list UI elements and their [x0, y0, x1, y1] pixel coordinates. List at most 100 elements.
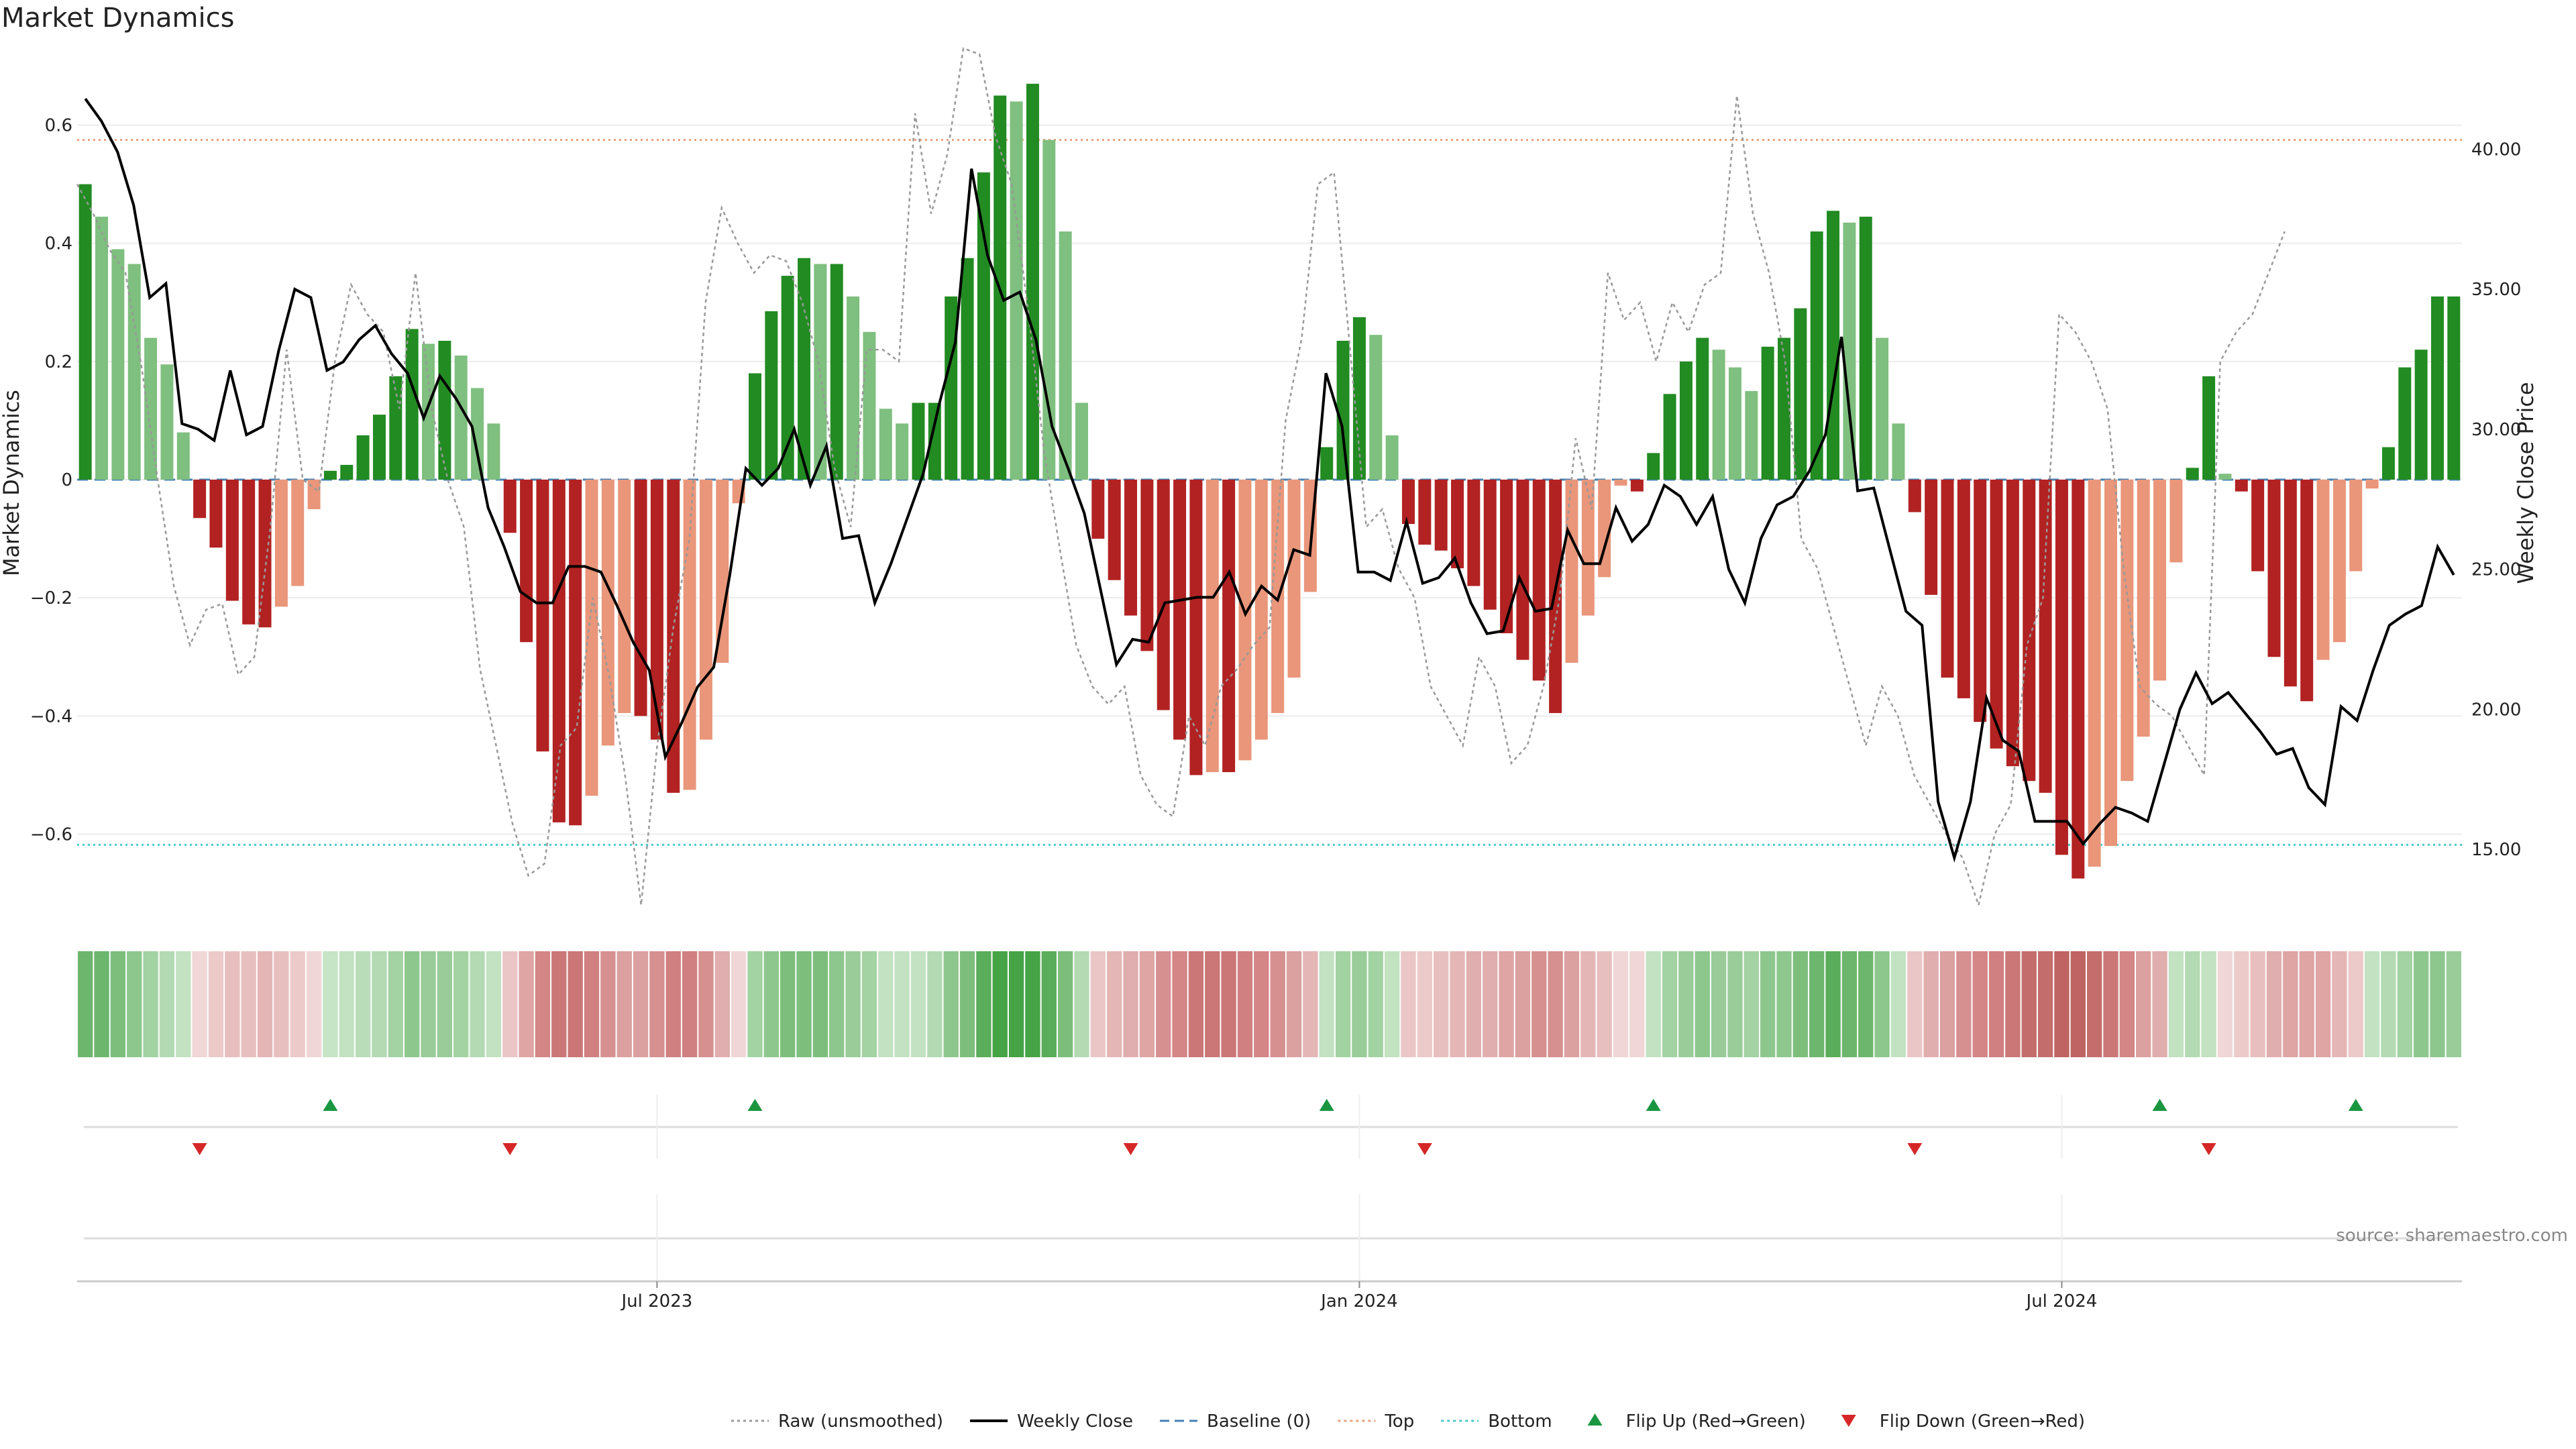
bar-117 [1990, 480, 2003, 749]
heat-cell-50 [894, 951, 910, 1057]
bar-116 [1974, 480, 1987, 722]
heat-cell-40 [731, 951, 747, 1057]
heat-cell-130 [2201, 951, 2216, 1057]
heat-cell-22 [437, 951, 453, 1057]
bar-143 [2414, 350, 2428, 480]
bar-111 [1892, 423, 1905, 480]
heat-cell-71 [1237, 951, 1253, 1057]
chart-title: Market Dynamics [1, 3, 234, 34]
heat-cell-27 [519, 951, 534, 1057]
heat-cell-5 [159, 951, 175, 1057]
bar-54 [961, 258, 974, 480]
source-credit: source: sharemaestro.com [2336, 1226, 2568, 1246]
heat-cell-113 [1923, 951, 1939, 1057]
bar-140 [2365, 480, 2379, 489]
heat-cell-141 [2381, 951, 2396, 1057]
heat-cell-37 [682, 951, 698, 1057]
bottom-panel [77, 1194, 2462, 1283]
heat-cell-69 [1205, 951, 1220, 1057]
heat-cell-48 [861, 951, 877, 1057]
bar-79 [1369, 335, 1383, 480]
heat-cell-91 [1564, 951, 1580, 1057]
heat-cell-23 [453, 951, 469, 1057]
bar-5 [160, 364, 174, 480]
heat-cell-126 [2136, 951, 2151, 1057]
flip-down-marker-1 [502, 1143, 518, 1155]
heat-cell-51 [910, 951, 926, 1057]
bar-81 [1401, 480, 1415, 525]
bar-23 [454, 356, 468, 480]
bar-89 [1532, 480, 1546, 681]
heat-cell-24 [470, 951, 485, 1057]
heat-cell-33 [616, 951, 632, 1057]
bar-9 [225, 480, 239, 601]
heat-cell-3 [127, 951, 142, 1057]
weekly-close-series [84, 98, 2455, 863]
bar-70 [1222, 480, 1236, 773]
bar-127 [2153, 480, 2167, 681]
heat-cell-26 [502, 951, 518, 1057]
bar-19 [389, 376, 402, 480]
heat-cell-102 [1743, 951, 1759, 1057]
bar-27 [520, 480, 533, 643]
heat-cell-2 [110, 951, 126, 1057]
bar-99 [1696, 337, 1709, 480]
bar-53 [945, 296, 958, 480]
bar-69 [1205, 480, 1219, 773]
heat-cell-32 [600, 951, 616, 1057]
bar-88 [1516, 480, 1529, 660]
heat-cell-0 [78, 951, 93, 1057]
heat-cell-115 [1956, 951, 1972, 1057]
legend-label-top: Top [1384, 1411, 1414, 1432]
bar-82 [1418, 480, 1432, 545]
flip-markers-panel [84, 1095, 2458, 1159]
heat-cell-45 [812, 951, 828, 1057]
heat-cell-83 [1433, 951, 1449, 1057]
bar-100 [1712, 350, 1725, 480]
heat-cell-120 [2037, 951, 2053, 1057]
bar-41 [749, 373, 761, 480]
heat-cell-112 [1907, 951, 1923, 1057]
right-tick-label-1: 20.00 [2471, 700, 2521, 720]
heat-cell-86 [1483, 951, 1498, 1057]
bar-76 [1320, 447, 1334, 480]
bar-63 [1108, 480, 1121, 580]
heat-cell-41 [747, 951, 763, 1057]
heat-cell-87 [1499, 951, 1514, 1057]
heat-cell-81 [1401, 951, 1416, 1057]
bar-55 [977, 172, 990, 480]
heat-cell-104 [1776, 951, 1792, 1057]
heat-cell-35 [649, 951, 665, 1057]
bar-97 [1663, 394, 1676, 480]
heat-cell-58 [1025, 951, 1040, 1057]
heat-cell-101 [1727, 951, 1743, 1057]
bar-4 [144, 337, 158, 480]
heat-cell-76 [1319, 951, 1334, 1057]
heat-cell-89 [1532, 951, 1547, 1057]
legend-item-bottom: Bottom [1441, 1411, 1552, 1432]
heat-cell-9 [225, 951, 240, 1057]
bar-20 [405, 329, 419, 480]
bar-8 [209, 480, 223, 548]
flip-up-marker-0 [323, 1099, 338, 1111]
legend-item-raw: Raw (unsmoothed) [731, 1411, 943, 1432]
left-tick-label-0: −0.6 [30, 824, 72, 845]
bar-7 [193, 480, 207, 519]
bar-0 [78, 184, 92, 480]
heat-cell-57 [1008, 951, 1024, 1057]
bar-93 [1598, 480, 1611, 578]
heat-cell-13 [290, 951, 305, 1057]
heat-cell-20 [404, 951, 420, 1057]
bar-134 [2267, 480, 2281, 657]
heat-cell-93 [1597, 951, 1612, 1057]
heat-cell-116 [1972, 951, 1988, 1057]
right-tick-label-0: 15.00 [2471, 840, 2521, 860]
heat-cell-119 [2021, 951, 2037, 1057]
bar-61 [1075, 402, 1088, 480]
flip-down-marker-0 [192, 1143, 207, 1155]
heat-cell-98 [1678, 951, 1694, 1057]
bar-62 [1091, 480, 1105, 539]
bar-115 [1957, 480, 1970, 698]
bar-145 [2447, 296, 2461, 480]
heat-cell-137 [2315, 951, 2331, 1057]
